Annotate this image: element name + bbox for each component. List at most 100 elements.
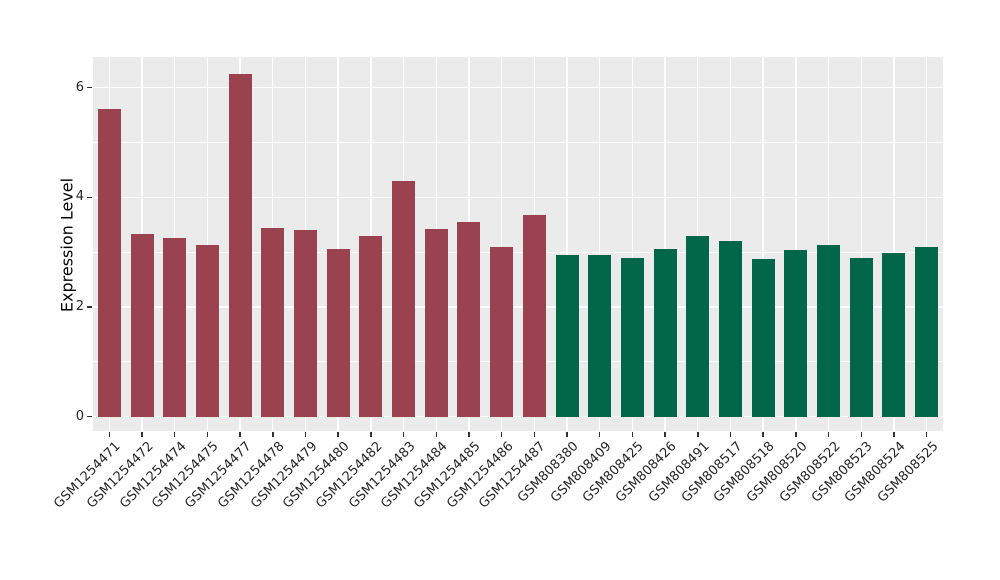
x-tick-label-GSM1254485: GSM1254485 xyxy=(411,439,484,512)
gridline-x-major xyxy=(762,57,764,431)
x-tick-mark xyxy=(304,431,307,437)
x-tick-mark xyxy=(173,431,176,437)
bar-GSM808524 xyxy=(882,252,906,417)
x-tick-mark xyxy=(239,431,241,437)
x-tick-label-GSM1254483: GSM1254483 xyxy=(345,439,419,512)
bar-GSM1254485 xyxy=(457,221,481,417)
gridline-y-minor xyxy=(93,361,943,363)
x-tick-label-GSM808524: GSM808524 xyxy=(841,439,909,506)
bar-GSM1254487 xyxy=(522,215,546,417)
x-tick-label-GSM1254484: GSM1254484 xyxy=(378,439,451,512)
y-tick-mark xyxy=(87,415,92,418)
bar-GSM808520 xyxy=(784,250,808,417)
bar-GSM808522 xyxy=(817,244,841,417)
x-tick-label-GSM1254478: GSM1254478 xyxy=(214,439,288,512)
x-tick-label-GSM1254487: GSM1254487 xyxy=(476,439,549,512)
y-axis-title: Expression Level xyxy=(57,177,77,313)
gridline-y-major xyxy=(93,306,943,308)
x-tick-mark xyxy=(697,431,699,437)
x-tick-label-GSM808520: GSM808520 xyxy=(743,439,811,506)
x-tick-label-GSM808522: GSM808522 xyxy=(776,439,844,506)
x-tick-mark xyxy=(141,431,143,437)
x-tick-label-GSM808525: GSM808525 xyxy=(874,439,942,506)
x-tick-label-GSM808409: GSM808409 xyxy=(547,439,615,506)
x-tick-mark xyxy=(206,431,209,437)
gridline-x-major xyxy=(631,57,634,431)
x-tick-mark xyxy=(108,431,111,437)
x-tick-label-GSM1254474: GSM1254474 xyxy=(116,439,190,512)
gridline-y-minor xyxy=(93,142,943,144)
bar-GSM808517 xyxy=(719,240,742,417)
gridline-x-major xyxy=(500,57,503,431)
x-tick-label-GSM808517: GSM808517 xyxy=(678,439,746,506)
bar-GSM1254477 xyxy=(228,74,252,417)
bar-GSM1254483 xyxy=(392,180,416,417)
bar-GSM1254475 xyxy=(195,244,219,417)
x-tick-mark xyxy=(500,431,503,437)
x-tick-mark xyxy=(925,431,928,437)
x-tick-mark xyxy=(631,431,634,437)
x-tick-mark xyxy=(566,431,568,437)
x-tick-mark xyxy=(435,431,438,437)
gridline-x-major xyxy=(206,57,209,431)
x-tick-label-GSM808491: GSM808491 xyxy=(645,439,713,506)
x-tick-label-GSM1254482: GSM1254482 xyxy=(313,439,386,512)
bar-GSM1254479 xyxy=(294,230,317,417)
x-tick-label-GSM1254472: GSM1254472 xyxy=(84,439,157,512)
x-tick-label-GSM808425: GSM808425 xyxy=(580,439,648,506)
bar-GSM1254482 xyxy=(359,235,383,417)
x-tick-mark xyxy=(533,431,536,437)
bar-GSM808425 xyxy=(620,258,644,417)
y-tick-mark xyxy=(87,196,92,199)
x-tick-label-GSM1254471: GSM1254471 xyxy=(51,439,124,512)
x-tick-label-GSM1254486: GSM1254486 xyxy=(443,439,517,512)
x-tick-label-GSM1254477: GSM1254477 xyxy=(182,439,255,512)
x-tick-mark xyxy=(598,431,601,437)
x-tick-mark xyxy=(402,431,405,437)
gridline-x-major xyxy=(827,57,830,431)
gridline-x-major xyxy=(337,57,339,431)
x-tick-mark xyxy=(370,431,372,437)
x-tick-label-GSM1254475: GSM1254475 xyxy=(149,439,223,512)
bar-GSM808525 xyxy=(915,247,939,417)
x-tick-mark xyxy=(762,431,764,437)
bar-GSM1254486 xyxy=(490,247,514,417)
y-tick-label-6: 6 xyxy=(75,79,84,95)
gridline-x-major xyxy=(795,57,797,431)
bar-GSM1254480 xyxy=(326,248,350,417)
x-tick-label-GSM808518: GSM808518 xyxy=(711,439,778,506)
gridline-y-major xyxy=(93,415,943,418)
bar-GSM808518 xyxy=(751,258,775,417)
bar-GSM808523 xyxy=(849,258,873,417)
x-tick-mark xyxy=(272,431,274,437)
gridline-x-major xyxy=(599,57,601,431)
bar-GSM1254478 xyxy=(261,227,285,417)
y-tick-mark xyxy=(87,86,92,89)
x-tick-label-GSM808426: GSM808426 xyxy=(613,439,680,506)
bar-GSM1254474 xyxy=(163,237,187,417)
bar-GSM808426 xyxy=(653,248,677,417)
x-tick-mark xyxy=(664,431,666,437)
gridline-y-major xyxy=(93,196,943,199)
x-tick-label-GSM1254480: GSM1254480 xyxy=(280,439,353,512)
x-tick-mark xyxy=(337,431,339,437)
x-tick-label-GSM1254479: GSM1254479 xyxy=(247,439,321,512)
bar-GSM808491 xyxy=(686,235,710,417)
x-tick-label-GSM808380: GSM808380 xyxy=(515,439,582,506)
gridline-x-major xyxy=(860,57,862,431)
bar-GSM1254484 xyxy=(424,229,448,417)
plot-panel xyxy=(93,57,943,431)
bar-GSM1254471 xyxy=(97,109,121,417)
bar-GSM808409 xyxy=(588,254,612,417)
gridline-y-minor xyxy=(93,251,943,253)
bar-GSM808380 xyxy=(555,254,579,417)
x-tick-mark xyxy=(795,431,797,437)
y-tick-mark xyxy=(87,306,92,308)
gridline-x-major xyxy=(664,57,666,431)
x-tick-mark xyxy=(893,431,895,437)
x-tick-mark xyxy=(860,431,863,437)
gridline-x-major xyxy=(925,57,928,431)
gridline-y-major xyxy=(93,86,943,89)
gridline-x-major xyxy=(893,57,895,431)
